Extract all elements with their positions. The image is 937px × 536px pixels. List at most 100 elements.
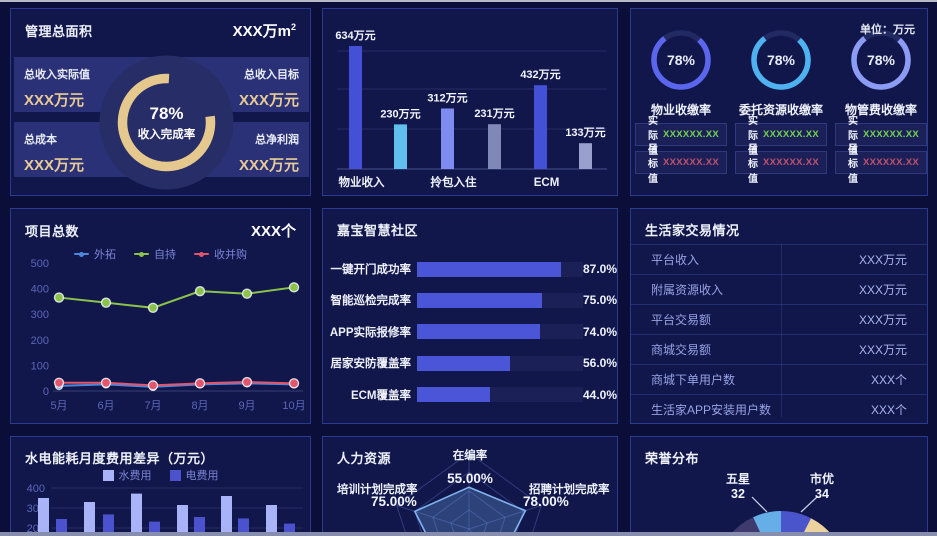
legend-swatch (102, 469, 114, 481)
pie-slice-name: 五星 (725, 472, 750, 486)
community-bar-fill (417, 387, 491, 403)
svg-text:312万元: 312万元 (427, 91, 467, 104)
gauge-target-row: 目标值 XXXXXX.XX (835, 144, 927, 185)
lifestyle-row-label: 商城交易额 (651, 343, 712, 357)
community-metric-value: 87.0% (583, 262, 618, 276)
row-key: 目标值 (747, 144, 758, 185)
row-value: XXXXXX.XX (662, 157, 719, 168)
radar-value-polygon (413, 486, 527, 536)
lifestyle-row-label: 生活家APP安装用户数 (651, 403, 772, 417)
gauge-actual-row: 实际值 XXXXXX.XX (835, 116, 927, 157)
radar-axis-label-left: 培训计划完成率 (337, 484, 418, 496)
community-bar-track (417, 292, 583, 308)
power-bar-0 (56, 519, 67, 536)
svg-text:78%: 78% (667, 52, 696, 68)
panel-smart-community: 嘉宝智慧社区 一键开门成功率 87.0% 智能巡检完成率 75.0% APP实际报修率 7… (322, 208, 618, 424)
legend-item: 收并购 (194, 246, 247, 262)
gauge-target-row: 目标值 XXXXXX.XX (635, 144, 727, 185)
radar-axis-label-right: 招聘计划完成率 (529, 484, 610, 496)
water-bar-3 (177, 505, 188, 536)
community-bar-fill (417, 292, 542, 308)
community-bar-track (417, 387, 583, 403)
community-bar-fill (417, 324, 540, 340)
bar-2 (441, 108, 454, 169)
water-bar-4 (221, 496, 232, 536)
legend-marker (134, 251, 149, 257)
svg-text:500: 500 (31, 258, 49, 270)
community-metric-label: 居家安防覆盖率 (330, 358, 412, 371)
community-row: ECM覆盖率 44.0% (323, 382, 617, 408)
gauge-2: 78% 物管费收缴率 实际值 XXXXXX.XX 目标值 XXXXXX.XX (835, 25, 927, 185)
svg-text:0: 0 (43, 386, 49, 398)
power-bar-2 (149, 521, 160, 536)
pie-slice-value: 32 (731, 487, 745, 501)
total-area-value: XXX万m2 (232, 22, 296, 40)
line-series-收并购 (59, 381, 295, 387)
stat-label: 总收入实际值 (24, 69, 90, 81)
power-bar-5 (284, 523, 295, 536)
gauge-ring: 78% (651, 30, 711, 90)
row-key: 实际值 (647, 116, 658, 157)
panel-title: 荣誉分布 (645, 451, 700, 466)
row-value: XXXXXX.XX (662, 129, 719, 140)
stat-label: 总成本 (24, 134, 57, 146)
bar-1 (394, 124, 407, 169)
svg-text:133万元: 133万元 (565, 126, 605, 139)
lifestyle-row: 商城交易额 XXX万元 (631, 334, 927, 364)
row-key: 实际值 (847, 116, 858, 157)
window-bottom-border (0, 532, 937, 536)
lifestyle-row-value: XXX万元 (858, 343, 907, 357)
income-completion-donut-chart (99, 55, 234, 190)
water-bar-1 (84, 502, 95, 536)
pie-slice-name: 市优 (809, 472, 834, 486)
water-bar-0 (38, 498, 49, 536)
stat-label: 总收入目标 (244, 69, 299, 81)
panel-project-total: 项目总数 XXX个 外拓 自持 收并购 0 100 200 300 400 500 5月 6月 7月… (10, 208, 311, 424)
svg-text:231万元: 231万元 (474, 107, 514, 120)
lifestyle-row-label: 平台交易额 (651, 313, 712, 327)
gauge-actual-row: 实际值 XXXXXX.XX (735, 116, 827, 157)
legend-label: 电费用 (185, 470, 219, 482)
panel-collection-gauges: 单位：万元 78% 物业收缴率 实际值 XXXXXX.XX 目标值 XXXXXX.XX 78… (630, 8, 928, 196)
pie-callout-line (751, 496, 768, 513)
community-row: 居家安防覆盖率 56.0% (323, 350, 617, 376)
svg-text:78%: 78% (767, 52, 796, 68)
gauge-target-row: 目标值 XXXXXX.XX (735, 144, 827, 185)
row-value: XXXXXX.XX (762, 129, 819, 140)
legend-marker (74, 251, 89, 257)
community-bar-track (417, 261, 583, 277)
gauge-actual-row: 实际值 XXXXXX.XX (635, 116, 727, 157)
water-bar-2 (131, 493, 142, 536)
legend-item: 外拓 (74, 246, 116, 262)
lifestyle-row: 附属资源收入 XXX万元 (631, 274, 927, 304)
hr-radar-chart (396, 452, 542, 536)
community-row: 一键开门成功率 87.0% (323, 256, 617, 282)
gauge-label: 委托资源收缴率 (738, 103, 823, 117)
panel-title: 生活家交易情况 (645, 223, 740, 238)
community-bar-track (417, 324, 583, 340)
stat-value: XXX万元 (238, 92, 299, 109)
row-key: 目标值 (847, 144, 858, 185)
radar-axis-value-top: 55.00% (447, 471, 493, 486)
gauge-ring: 78% (851, 30, 911, 90)
donut-sublabel: 收入完成率 (137, 128, 196, 141)
lifestyle-row: 平台交易额 XXX万元 (631, 304, 927, 334)
community-metric-label: APP实际报修率 (329, 326, 411, 339)
pie-callout-line (800, 496, 818, 513)
pie-slice-市优 (781, 510, 811, 536)
row-key: 实际值 (747, 116, 758, 157)
panel-business-income-chart: 634万元 230万元 312万元 231万元 432万元 133万元 物业收入 拎包入住 EC… (322, 8, 618, 196)
community-bar-fill (417, 355, 510, 371)
row-value: XXXXXX.XX (862, 129, 919, 140)
donut-percent: 78% (149, 103, 184, 123)
stat-label: 总净利润 (255, 134, 299, 146)
donut-center-text: 78% 收入完成率 (99, 55, 234, 190)
power-bar-4 (238, 518, 249, 536)
panel-title: 水电能耗月度费用差异（万元） (25, 451, 215, 466)
svg-text:ECM: ECM (534, 177, 560, 189)
svg-text:400: 400 (27, 483, 45, 495)
bar-4 (534, 85, 547, 169)
stat-value: XXX万元 (238, 157, 299, 174)
panel-title: 管理总面积 (25, 24, 93, 39)
legend-marker-dot (79, 251, 84, 257)
